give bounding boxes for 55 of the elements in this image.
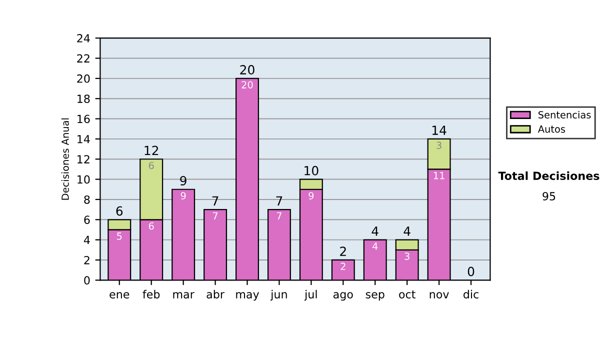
y-tick-label: 24 bbox=[77, 34, 90, 42]
x-tick-label: dic bbox=[464, 290, 478, 298]
y-tick-label: 16 bbox=[78, 114, 90, 124]
x-tick-label: feb bbox=[142, 290, 160, 298]
total-label: 10 bbox=[304, 166, 318, 176]
data-label: 9 bbox=[180, 192, 186, 200]
total-label: 9 bbox=[180, 176, 186, 186]
total-label: 0 bbox=[468, 266, 474, 276]
x-tick-label: ago bbox=[333, 292, 353, 301]
y-tick-label: 2 bbox=[84, 256, 90, 264]
y-axis-title: Decisiones Anual bbox=[61, 118, 69, 200]
data-label: 2 bbox=[340, 262, 346, 270]
data-label: 4 bbox=[372, 242, 378, 250]
data-label: 3 bbox=[436, 142, 442, 149]
data-label: 11 bbox=[434, 172, 444, 180]
y-tick-label: 14 bbox=[78, 135, 90, 144]
data-label: 6 bbox=[148, 222, 154, 230]
total-label: 2 bbox=[340, 246, 346, 256]
y-tick-label: 10 bbox=[78, 175, 90, 184]
data-label: 9 bbox=[308, 192, 314, 200]
y-tick-label: 4 bbox=[84, 236, 90, 244]
text: 95 bbox=[542, 192, 556, 200]
x-tick-label: oct bbox=[399, 290, 416, 298]
x-tick-label: mar bbox=[173, 292, 194, 298]
legend-label: Sentencias bbox=[538, 110, 591, 118]
x-tick-label: nov bbox=[430, 292, 449, 298]
data-label: 20 bbox=[242, 81, 253, 88]
total-label: 14 bbox=[432, 126, 446, 135]
y-tick-label: 8 bbox=[84, 195, 90, 204]
y-tick-label: 6 bbox=[84, 216, 90, 224]
data-label: 7 bbox=[276, 212, 282, 220]
data-label: 3 bbox=[404, 252, 410, 260]
x-tick-label: jul bbox=[304, 290, 317, 301]
x-tick-label: abr bbox=[206, 290, 224, 298]
x-tick-label: jun bbox=[270, 290, 287, 301]
x-tick-label: ene bbox=[110, 292, 130, 298]
legend-label: Autos bbox=[538, 126, 566, 133]
data-label: 6 bbox=[148, 162, 154, 170]
text: Total Decisiones bbox=[498, 171, 600, 180]
y-tick-label: 0 bbox=[84, 276, 90, 285]
total-label: 20 bbox=[240, 65, 254, 74]
data-label: 7 bbox=[212, 212, 218, 220]
total-label: 7 bbox=[212, 196, 218, 206]
y-tick-label: 20 bbox=[77, 74, 90, 83]
y-tick-label: 22 bbox=[77, 54, 90, 62]
total-label: 4 bbox=[404, 226, 410, 236]
x-tick-label: sep bbox=[366, 292, 384, 301]
total-label: 7 bbox=[276, 196, 282, 206]
y-tick-label: 12 bbox=[78, 155, 90, 164]
total-label: 4 bbox=[372, 226, 378, 236]
data-label: 5 bbox=[117, 232, 122, 240]
y-tick-label: 18 bbox=[78, 94, 90, 103]
total-label: 12 bbox=[144, 146, 158, 156]
x-tick-label: may bbox=[236, 292, 260, 301]
total-label: 6 bbox=[116, 206, 123, 216]
